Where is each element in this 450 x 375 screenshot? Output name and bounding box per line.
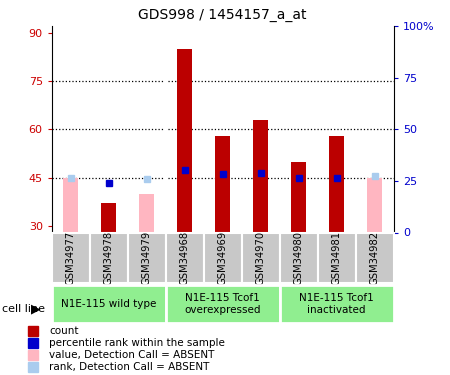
Bar bbox=[280, 285, 394, 323]
Text: N1E-115 Tcof1
inactivated: N1E-115 Tcof1 inactivated bbox=[299, 293, 374, 315]
Bar bbox=[63, 178, 78, 232]
Bar bbox=[280, 232, 318, 283]
Text: N1E-115 wild type: N1E-115 wild type bbox=[61, 299, 157, 309]
Bar bbox=[101, 204, 117, 232]
Text: ▶: ▶ bbox=[31, 303, 40, 316]
Text: GSM34969: GSM34969 bbox=[218, 231, 228, 285]
Bar bbox=[367, 178, 382, 232]
Bar bbox=[177, 49, 192, 232]
Text: rank, Detection Call = ABSENT: rank, Detection Call = ABSENT bbox=[50, 362, 210, 372]
Bar bbox=[128, 232, 166, 283]
Text: percentile rank within the sample: percentile rank within the sample bbox=[50, 338, 225, 348]
Bar bbox=[215, 136, 230, 232]
Text: GSM34968: GSM34968 bbox=[180, 231, 190, 285]
Bar bbox=[166, 232, 204, 283]
Title: GDS998 / 1454157_a_at: GDS998 / 1454157_a_at bbox=[139, 9, 307, 22]
Bar bbox=[52, 232, 90, 283]
Bar bbox=[52, 285, 166, 323]
Bar bbox=[204, 232, 242, 283]
Text: cell line: cell line bbox=[2, 304, 45, 314]
Text: GSM34970: GSM34970 bbox=[256, 231, 266, 285]
Bar bbox=[166, 285, 280, 323]
Text: N1E-115 Tcof1
overexpressed: N1E-115 Tcof1 overexpressed bbox=[184, 293, 261, 315]
Text: GSM34980: GSM34980 bbox=[294, 231, 304, 285]
Bar bbox=[291, 162, 306, 232]
Text: value, Detection Call = ABSENT: value, Detection Call = ABSENT bbox=[50, 350, 215, 360]
Text: count: count bbox=[50, 326, 79, 336]
Text: GSM34982: GSM34982 bbox=[370, 231, 380, 285]
Bar bbox=[356, 232, 394, 283]
Text: GSM34978: GSM34978 bbox=[104, 231, 114, 285]
Bar bbox=[139, 194, 154, 232]
Bar bbox=[253, 120, 268, 232]
Text: GSM34981: GSM34981 bbox=[332, 231, 342, 285]
Bar bbox=[242, 232, 280, 283]
Bar bbox=[329, 136, 344, 232]
Bar bbox=[318, 232, 356, 283]
Text: GSM34979: GSM34979 bbox=[142, 231, 152, 285]
Text: GSM34977: GSM34977 bbox=[66, 231, 76, 285]
Bar bbox=[90, 232, 128, 283]
